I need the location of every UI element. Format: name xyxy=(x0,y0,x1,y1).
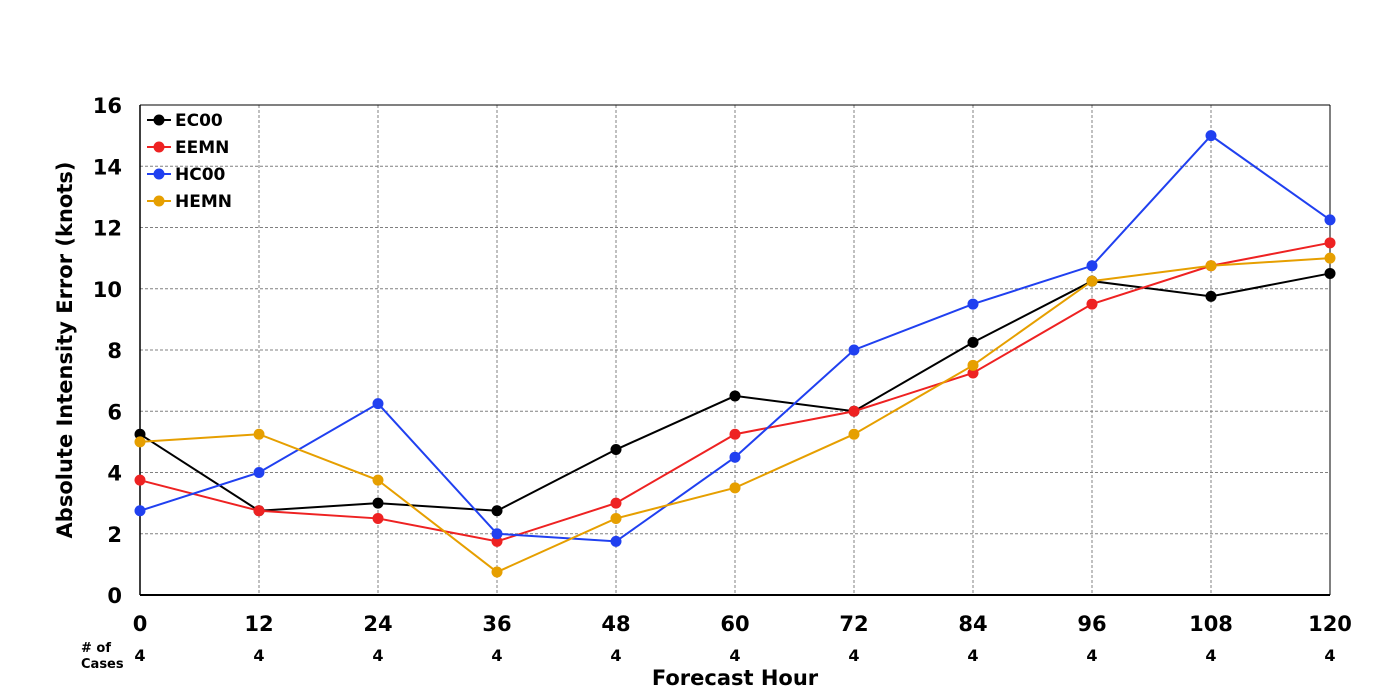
data-point-eemn xyxy=(491,535,503,547)
data-point-hemn xyxy=(491,566,503,578)
x-tick-label: 84 xyxy=(958,612,987,636)
data-point-eemn xyxy=(848,405,860,417)
data-point-eemn xyxy=(134,474,146,486)
data-point-ec00 xyxy=(372,497,384,509)
x-tick-label: 12 xyxy=(244,612,273,636)
legend-swatch-marker xyxy=(153,141,165,153)
data-point-eemn xyxy=(1086,298,1098,310)
y-tick-label: 16 xyxy=(93,94,122,118)
cases-count: 4 xyxy=(134,646,145,665)
data-point-hc00 xyxy=(967,298,979,310)
data-point-hemn xyxy=(372,474,384,486)
y-tick-label: 10 xyxy=(93,278,122,302)
data-point-hemn xyxy=(729,482,741,494)
x-tick-label: 96 xyxy=(1077,612,1106,636)
cases-count: 4 xyxy=(967,646,978,665)
cases-count: 4 xyxy=(253,646,264,665)
data-point-hemn xyxy=(610,512,622,524)
data-point-hc00 xyxy=(848,344,860,356)
legend-label: EEMN xyxy=(175,138,229,158)
legend-swatch-marker xyxy=(153,195,165,207)
data-point-ec00 xyxy=(1205,290,1217,302)
data-point-hemn xyxy=(134,436,146,448)
data-point-hc00 xyxy=(253,467,265,478)
legend-label: HEMN xyxy=(175,192,232,212)
x-tick-label: 36 xyxy=(482,612,511,636)
x-tick-label: 108 xyxy=(1189,612,1233,636)
data-point-hemn xyxy=(1324,252,1336,264)
data-point-ec00 xyxy=(610,444,622,456)
series-lines xyxy=(134,130,1336,578)
data-point-eemn xyxy=(729,428,741,440)
y-tick-label: 2 xyxy=(107,523,122,547)
data-point-eemn xyxy=(967,367,979,379)
cases-count: 4 xyxy=(491,646,502,665)
y-tick-label: 12 xyxy=(93,217,122,241)
data-point-hc00 xyxy=(372,398,384,410)
cases-label: Cases xyxy=(81,657,124,672)
cases-count: 4 xyxy=(729,646,740,665)
data-point-hemn xyxy=(1086,275,1098,287)
y-tick-label: 6 xyxy=(107,400,122,424)
cases-count: 4 xyxy=(1086,646,1097,665)
data-point-hc00 xyxy=(491,528,503,540)
legend-label: HC00 xyxy=(175,165,226,185)
x-tick-label: 60 xyxy=(720,612,749,636)
cases-count: 4 xyxy=(610,646,621,665)
x-tick-label: 48 xyxy=(601,612,630,636)
cases-count: 4 xyxy=(1205,646,1216,665)
data-point-hc00 xyxy=(1324,214,1336,226)
data-point-hc00 xyxy=(610,535,622,547)
data-point-ec00 xyxy=(134,428,146,440)
y-axis-title: Absolute Intensity Error (knots) xyxy=(53,162,77,539)
legend-swatch-marker xyxy=(153,114,165,126)
y-tick-label: 14 xyxy=(93,155,122,179)
x-tick-label: 120 xyxy=(1308,612,1352,636)
y-tick-label: 0 xyxy=(107,584,122,608)
data-point-ec00 xyxy=(967,336,979,348)
data-point-hemn xyxy=(967,359,979,371)
x-tick-label: 72 xyxy=(839,612,868,636)
data-point-ec00 xyxy=(491,505,503,517)
x-axis-title: Forecast Hour xyxy=(652,666,819,690)
cases-count: 4 xyxy=(848,646,859,665)
legend-swatch-marker xyxy=(153,168,165,180)
legend: EC00 EEMN HC00 HEMN xyxy=(147,111,232,212)
cases-label: # of xyxy=(81,641,111,656)
data-point-hemn xyxy=(1205,260,1217,272)
data-point-eemn xyxy=(610,497,622,509)
data-point-hemn xyxy=(253,428,265,440)
legend-label: EC00 xyxy=(175,111,223,131)
data-point-hc00 xyxy=(134,505,146,517)
cases-count: 4 xyxy=(1324,646,1335,665)
cases-count: 4 xyxy=(372,646,383,665)
x-tick-label: 24 xyxy=(363,612,392,636)
data-point-hc00 xyxy=(729,451,741,463)
data-point-hemn xyxy=(848,428,860,440)
data-point-eemn xyxy=(372,512,384,524)
data-point-eemn xyxy=(253,505,265,517)
y-tick-label: 4 xyxy=(107,462,122,486)
data-point-eemn xyxy=(1324,237,1336,249)
data-point-hc00 xyxy=(1086,260,1098,272)
data-point-ec00 xyxy=(729,390,741,402)
grid-lines xyxy=(140,105,1330,595)
data-point-hc00 xyxy=(1205,130,1217,142)
data-point-ec00 xyxy=(1324,267,1336,279)
y-tick-label: 8 xyxy=(107,339,122,363)
x-tick-label: 0 xyxy=(133,612,148,636)
